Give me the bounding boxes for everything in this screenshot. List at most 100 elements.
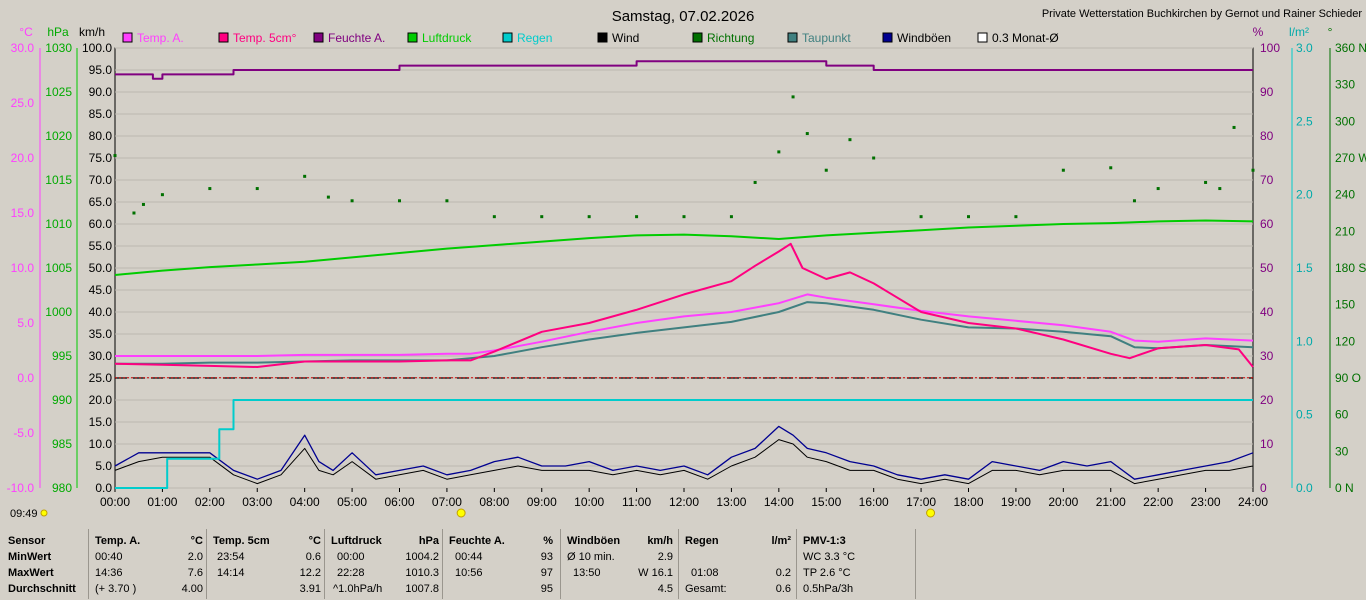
- legend-swatch: [313, 32, 324, 43]
- wind-avg10-label: Ø 10 min.: [567, 551, 615, 563]
- temp-tick-label: 25.0: [11, 96, 35, 110]
- pct-tick-label: 60: [1260, 217, 1274, 231]
- richtung-point: [492, 215, 496, 219]
- lm2-tick-label: 3.0: [1296, 41, 1313, 55]
- temp-a-max-value: 7.6: [187, 567, 203, 579]
- legend-label: Temp. A.: [137, 31, 184, 45]
- wind-avg10-value: 2.9: [657, 551, 673, 563]
- richtung-point: [1204, 180, 1208, 184]
- richtung-point: [132, 211, 136, 215]
- x-tick-label: 11:00: [622, 495, 651, 509]
- legend-label: Wind: [612, 31, 639, 45]
- richtung-point: [682, 215, 686, 219]
- richtung-point: [729, 215, 733, 219]
- hpa-tick-label: 1000: [45, 305, 72, 319]
- legend-label: Taupunkt: [802, 31, 851, 45]
- kmh-tick-label: 90.0: [89, 85, 113, 99]
- series-wind-line: [114, 439, 1254, 485]
- kmh-tick-label: 25.0: [89, 371, 113, 385]
- legend-label: Regen: [517, 31, 552, 45]
- deg-tick-label: 330: [1335, 78, 1355, 92]
- kmh-tick-label: 15.0: [89, 415, 113, 429]
- richtung-point: [635, 215, 639, 219]
- header-feuchte-unit: %: [543, 535, 553, 547]
- x-tick-label: 21:00: [1096, 495, 1126, 509]
- sun-small-icon: [40, 509, 48, 517]
- x-tick-label: 12:00: [669, 495, 699, 509]
- wind-avg-value: 4.5: [657, 583, 673, 595]
- richtung-point: [303, 174, 307, 178]
- richtung-point: [540, 215, 544, 219]
- druck-trend: ^1.0hPa/h: [333, 583, 383, 595]
- pct-tick-label: 30: [1260, 349, 1274, 363]
- hpa-tick-label: 980: [52, 481, 72, 495]
- richtung-point: [919, 215, 923, 219]
- kmh-tick-label: 75.0: [89, 151, 113, 165]
- kmh-axis-unit: km/h: [79, 25, 105, 39]
- header-temp-5cm: Temp. 5cm: [213, 535, 270, 547]
- weather-chart: Samstag, 07.02.2026 Private Wetterstation…: [7, 8, 1366, 520]
- kmh-tick-label: 95.0: [89, 63, 113, 77]
- kmh-tick-label: 65.0: [89, 195, 113, 209]
- x-tick-label: 03:00: [242, 495, 272, 509]
- legend-swatch: [787, 32, 798, 43]
- richtung-point: [1218, 187, 1222, 191]
- hpa-tick-label: 1010: [45, 217, 72, 231]
- lm2-tick-label: 2.0: [1296, 188, 1313, 202]
- kmh-tick-label: 20.0: [89, 393, 113, 407]
- temp-a-min-time: 00:40: [95, 551, 123, 563]
- feuchte-min-value: 93: [540, 551, 553, 563]
- header-temp-a-unit: °C: [190, 535, 203, 547]
- kmh-tick-label: 5.0: [95, 459, 112, 473]
- legend-label: Richtung: [707, 31, 754, 45]
- header-luftdruck-unit: hPa: [418, 535, 439, 547]
- hpa-tick-label: 995: [52, 349, 72, 363]
- x-tick-label: 16:00: [859, 495, 889, 509]
- deg-tick-label: 240: [1335, 188, 1355, 202]
- legend-label: Windböen: [897, 31, 951, 45]
- feuchte-max-time: 10:56: [455, 567, 483, 579]
- temp-tick-label: 10.0: [11, 261, 35, 275]
- deg-tick-label: 180 S: [1335, 261, 1366, 275]
- feuchte-min-time: 00:44: [455, 551, 483, 563]
- hpa-tick-label: 1015: [45, 173, 72, 187]
- header-regen: Regen: [685, 535, 719, 547]
- row-label-min: MinWert: [8, 551, 52, 563]
- legend-label: Luftdruck: [422, 31, 472, 45]
- series-temp-5cm-line: [114, 242, 1254, 368]
- series-feuchte-line: [115, 60, 1253, 80]
- x-tick-label: 13:00: [716, 495, 746, 509]
- legend-swatch: [122, 32, 133, 43]
- temp5-avg-value: 3.91: [299, 583, 321, 595]
- richtung-point: [326, 195, 330, 199]
- richtung-point: [398, 199, 401, 203]
- header-feuchte: Feuchte A.: [449, 535, 505, 547]
- richtung-point: [160, 193, 164, 197]
- col-pmv: PMV-1:3 WC 3.3 °C TP 2.6 °C 0.5hPa/3h: [796, 529, 916, 599]
- deg-tick-label: 90 O: [1335, 371, 1361, 385]
- sunset-icon: [926, 508, 936, 518]
- temp-tick-label: 30.0: [11, 41, 35, 55]
- deg-tick-label: 60: [1335, 408, 1349, 422]
- richtung-point: [350, 199, 354, 203]
- x-tick-label: 20:00: [1048, 495, 1078, 509]
- row-label-avg: Durchschnitt: [8, 583, 76, 595]
- header-regen-unit: l/m²: [771, 535, 791, 547]
- chart-title: Samstag, 07.02.2026: [612, 8, 755, 25]
- x-tick-label: 01:00: [147, 495, 177, 509]
- richtung-point: [1156, 187, 1160, 191]
- hpa-tick-label: 1030: [45, 41, 72, 55]
- header-temp-5cm-unit: °C: [308, 535, 321, 547]
- temp5-max-time: 14:14: [217, 567, 245, 579]
- regen-total-value: 0.6: [775, 583, 791, 595]
- druck-max-time: 22:28: [337, 567, 365, 579]
- legend-label: Temp. 5cm°: [233, 31, 297, 45]
- hpa-axis-unit: hPa: [47, 25, 69, 39]
- temp-tick-label: 20.0: [11, 151, 35, 165]
- lm2-tick-label: 2.5: [1296, 114, 1313, 128]
- druck-min-time: 00:00: [337, 551, 365, 563]
- pct-tick-label: 90: [1260, 85, 1274, 99]
- richtung-point: [777, 150, 781, 154]
- richtung-point: [872, 156, 876, 160]
- x-tick-label: 00:00: [100, 495, 130, 509]
